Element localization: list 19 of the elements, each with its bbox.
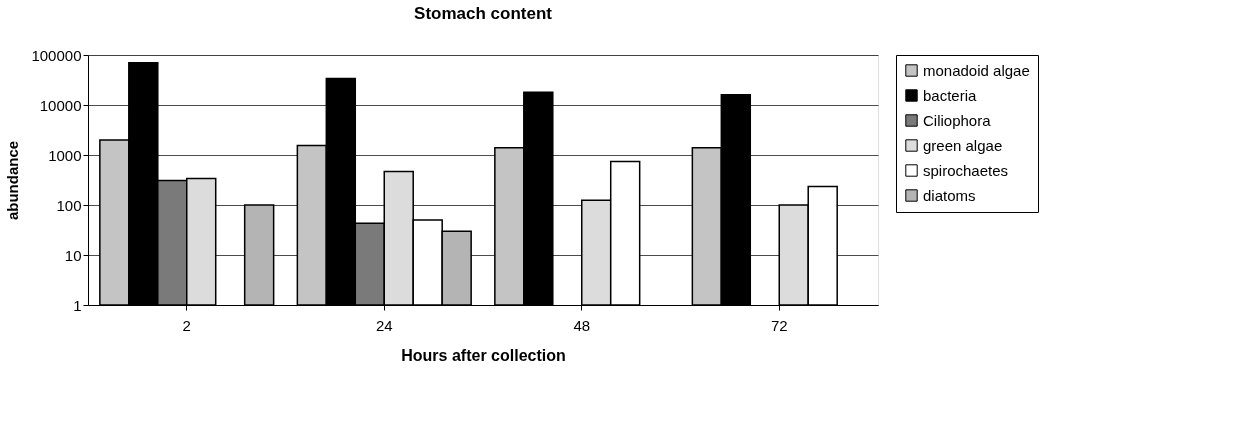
legend-label: diatoms xyxy=(923,186,976,204)
x-axis-title: Hours after collection xyxy=(401,346,566,364)
y-tick-label: 10000 xyxy=(39,96,82,114)
legend-label: green algae xyxy=(923,136,1003,154)
x-tick-label: 48 xyxy=(573,316,591,334)
y-tick-label: 1 xyxy=(73,296,82,314)
chart-title: Stomach content xyxy=(414,4,553,23)
legend-label: monadoid algae xyxy=(923,61,1030,79)
legend-label: bacteria xyxy=(923,86,978,104)
y-tick-label: 1000 xyxy=(48,146,82,164)
legend-label: Ciliophora xyxy=(923,111,992,129)
y-tick-label: 100000 xyxy=(31,46,82,64)
x-tick-label: 24 xyxy=(375,316,393,334)
x-tick-label: 2 xyxy=(182,316,191,334)
x-tick-label: 72 xyxy=(770,316,788,334)
legend-label: spirochaetes xyxy=(923,161,1009,179)
y-axis-title: abundance xyxy=(4,140,22,221)
y-tick-label: 10 xyxy=(64,246,82,264)
y-tick-label: 100 xyxy=(56,196,82,214)
